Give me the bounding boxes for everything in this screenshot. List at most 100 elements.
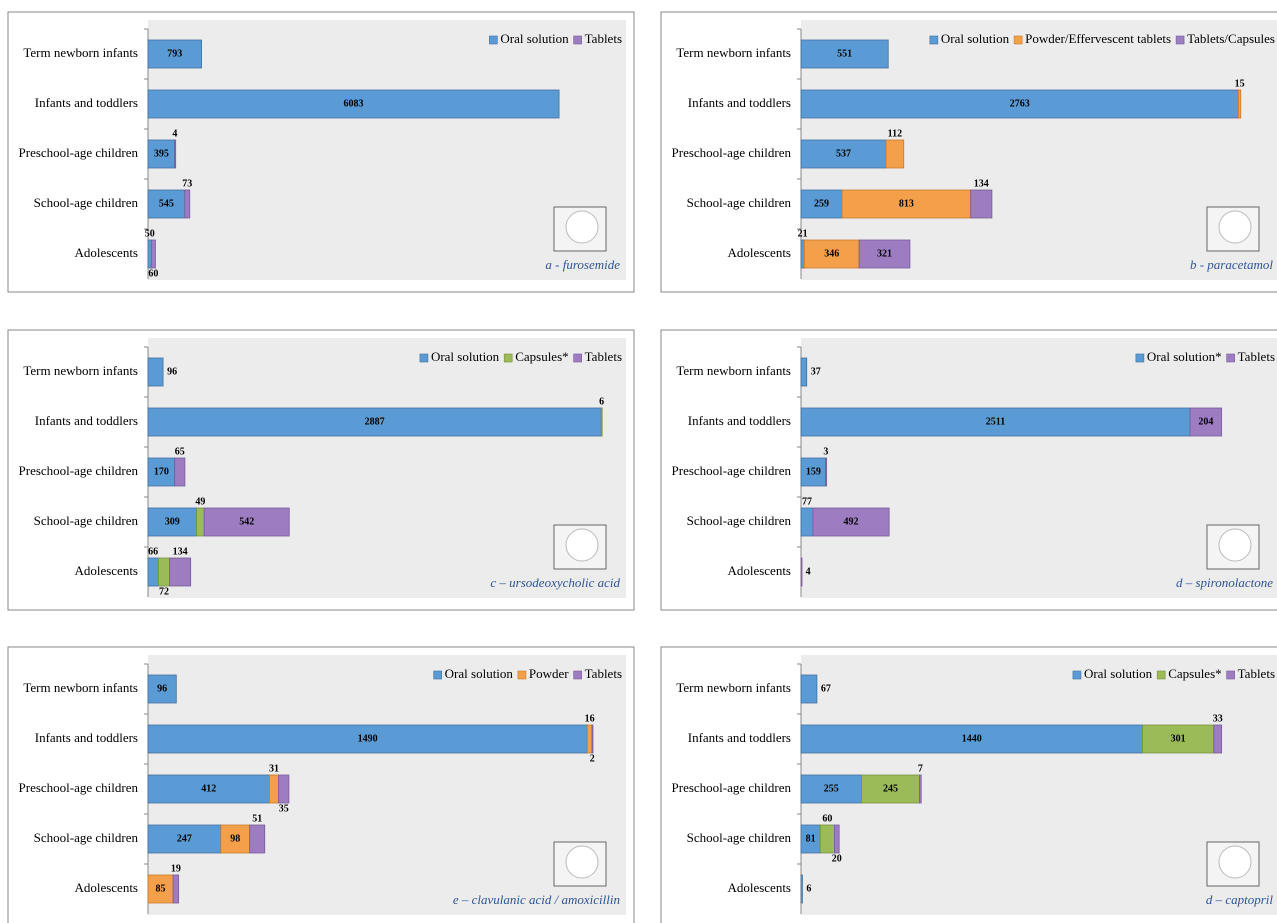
category-label: Term newborn infants [23,45,138,60]
bar-segment [174,139,177,169]
data-label: 1490 [358,733,378,744]
data-label: 2763 [1010,98,1030,109]
data-label: 2 [590,753,595,764]
pill [1218,845,1252,879]
data-label: 21 [798,228,808,239]
category-label: Preschool-age children [19,145,139,160]
data-label: 51 [252,813,262,824]
bar-segment [147,557,159,587]
data-label: 6 [806,883,811,894]
data-label: 81 [806,833,816,844]
bar-segment [147,724,588,754]
data-label: 134 [974,178,989,189]
data-label: 542 [239,516,254,527]
data-label: 6 [599,396,604,407]
category-label: Term newborn infants [23,680,138,695]
bar-segment [834,824,840,854]
data-label: 37 [811,366,821,377]
bar-segment [150,239,156,269]
bar-segment [800,39,889,69]
legend-swatch [489,35,498,45]
category-label: Adolescents [727,880,791,895]
data-label: 255 [824,783,839,794]
legend-swatch [1156,670,1166,680]
pill [1218,210,1252,244]
legend-label: Oral solution [500,31,569,46]
legend-label: Powder [529,666,569,681]
legend-swatch [1226,353,1235,363]
data-label: 98 [230,833,240,844]
bar-segment [147,239,152,269]
category-label: Adolescents [727,245,791,260]
bar-segment [800,139,887,169]
category-label: School-age children [687,830,792,845]
bar-segment [591,724,594,754]
bar-segment [841,189,972,219]
data-label: 73 [182,178,192,189]
legend-label: Oral solution [431,349,500,364]
data-label: 346 [824,248,839,259]
bar-segment [269,774,279,804]
bar-segment [800,724,1143,754]
caption: d – captopril [1206,892,1274,907]
data-label: 259 [814,198,829,209]
legend-swatch [1226,670,1235,680]
bar-segment [172,874,180,904]
category-label: School-age children [34,830,139,845]
legend-swatch [517,670,527,680]
category-label: Preschool-age children [672,780,792,795]
data-label: 35 [279,803,289,814]
data-label: 72 [159,586,169,597]
bar-segment [1189,407,1223,437]
caption: a - furosemide [545,257,620,272]
legend-label: Oral solution [1084,666,1153,681]
bar-segment [586,724,593,754]
legend-swatch [1072,670,1082,680]
bar-segment [147,874,174,904]
data-label: 134 [173,546,188,557]
bar-segment [800,507,814,537]
data-label: 66 [148,546,158,557]
legend-swatch [433,670,442,680]
legend-swatch [1013,35,1023,45]
data-label: 321 [877,248,892,259]
data-label: 204 [1198,416,1213,427]
category-label: Term newborn infants [676,680,791,695]
plot-area [801,338,1277,598]
legend-label: Tablets [1238,349,1275,364]
pill [565,845,599,879]
bar-segment [1142,724,1215,754]
caption: b - paracetamol [1190,257,1273,272]
bar-segment [800,89,1239,119]
bar-segment [196,507,205,537]
legend-swatch [419,353,429,363]
category-label: School-age children [34,195,139,210]
bar-segment [800,357,808,387]
data-label: 7 [918,763,923,774]
caption: e – clavulanic acid / amoxicillin [453,892,620,907]
legend-label: Tablets/Capsules [1187,31,1275,46]
panel: c – ursodeoxycholic acid Term newborn inf… [7,329,635,611]
bar-segment [278,774,290,804]
panel: b - paracetamol Term newborn infants 551 In… [660,11,1277,293]
data-label: 77 [802,496,812,507]
category-label: Preschool-age children [672,145,792,160]
category-label: Infants and toddlers [688,95,791,110]
legend-swatch [573,353,582,363]
category-label: Infants and toddlers [688,730,791,745]
legend-swatch [503,353,513,363]
category-label: School-age children [687,513,792,528]
data-label: 395 [154,148,169,159]
data-label: 60 [148,268,158,279]
data-label: 551 [837,48,852,59]
bar-segment [970,189,993,219]
category-label: School-age children [687,195,792,210]
data-label: 3 [823,446,828,457]
pill [565,210,599,244]
panel: e – clavulanic acid / amoxicillin Term ne… [7,646,635,923]
data-label: 49 [195,496,205,507]
category-label: Infants and toddlers [35,95,138,110]
data-label: 2887 [365,416,385,427]
